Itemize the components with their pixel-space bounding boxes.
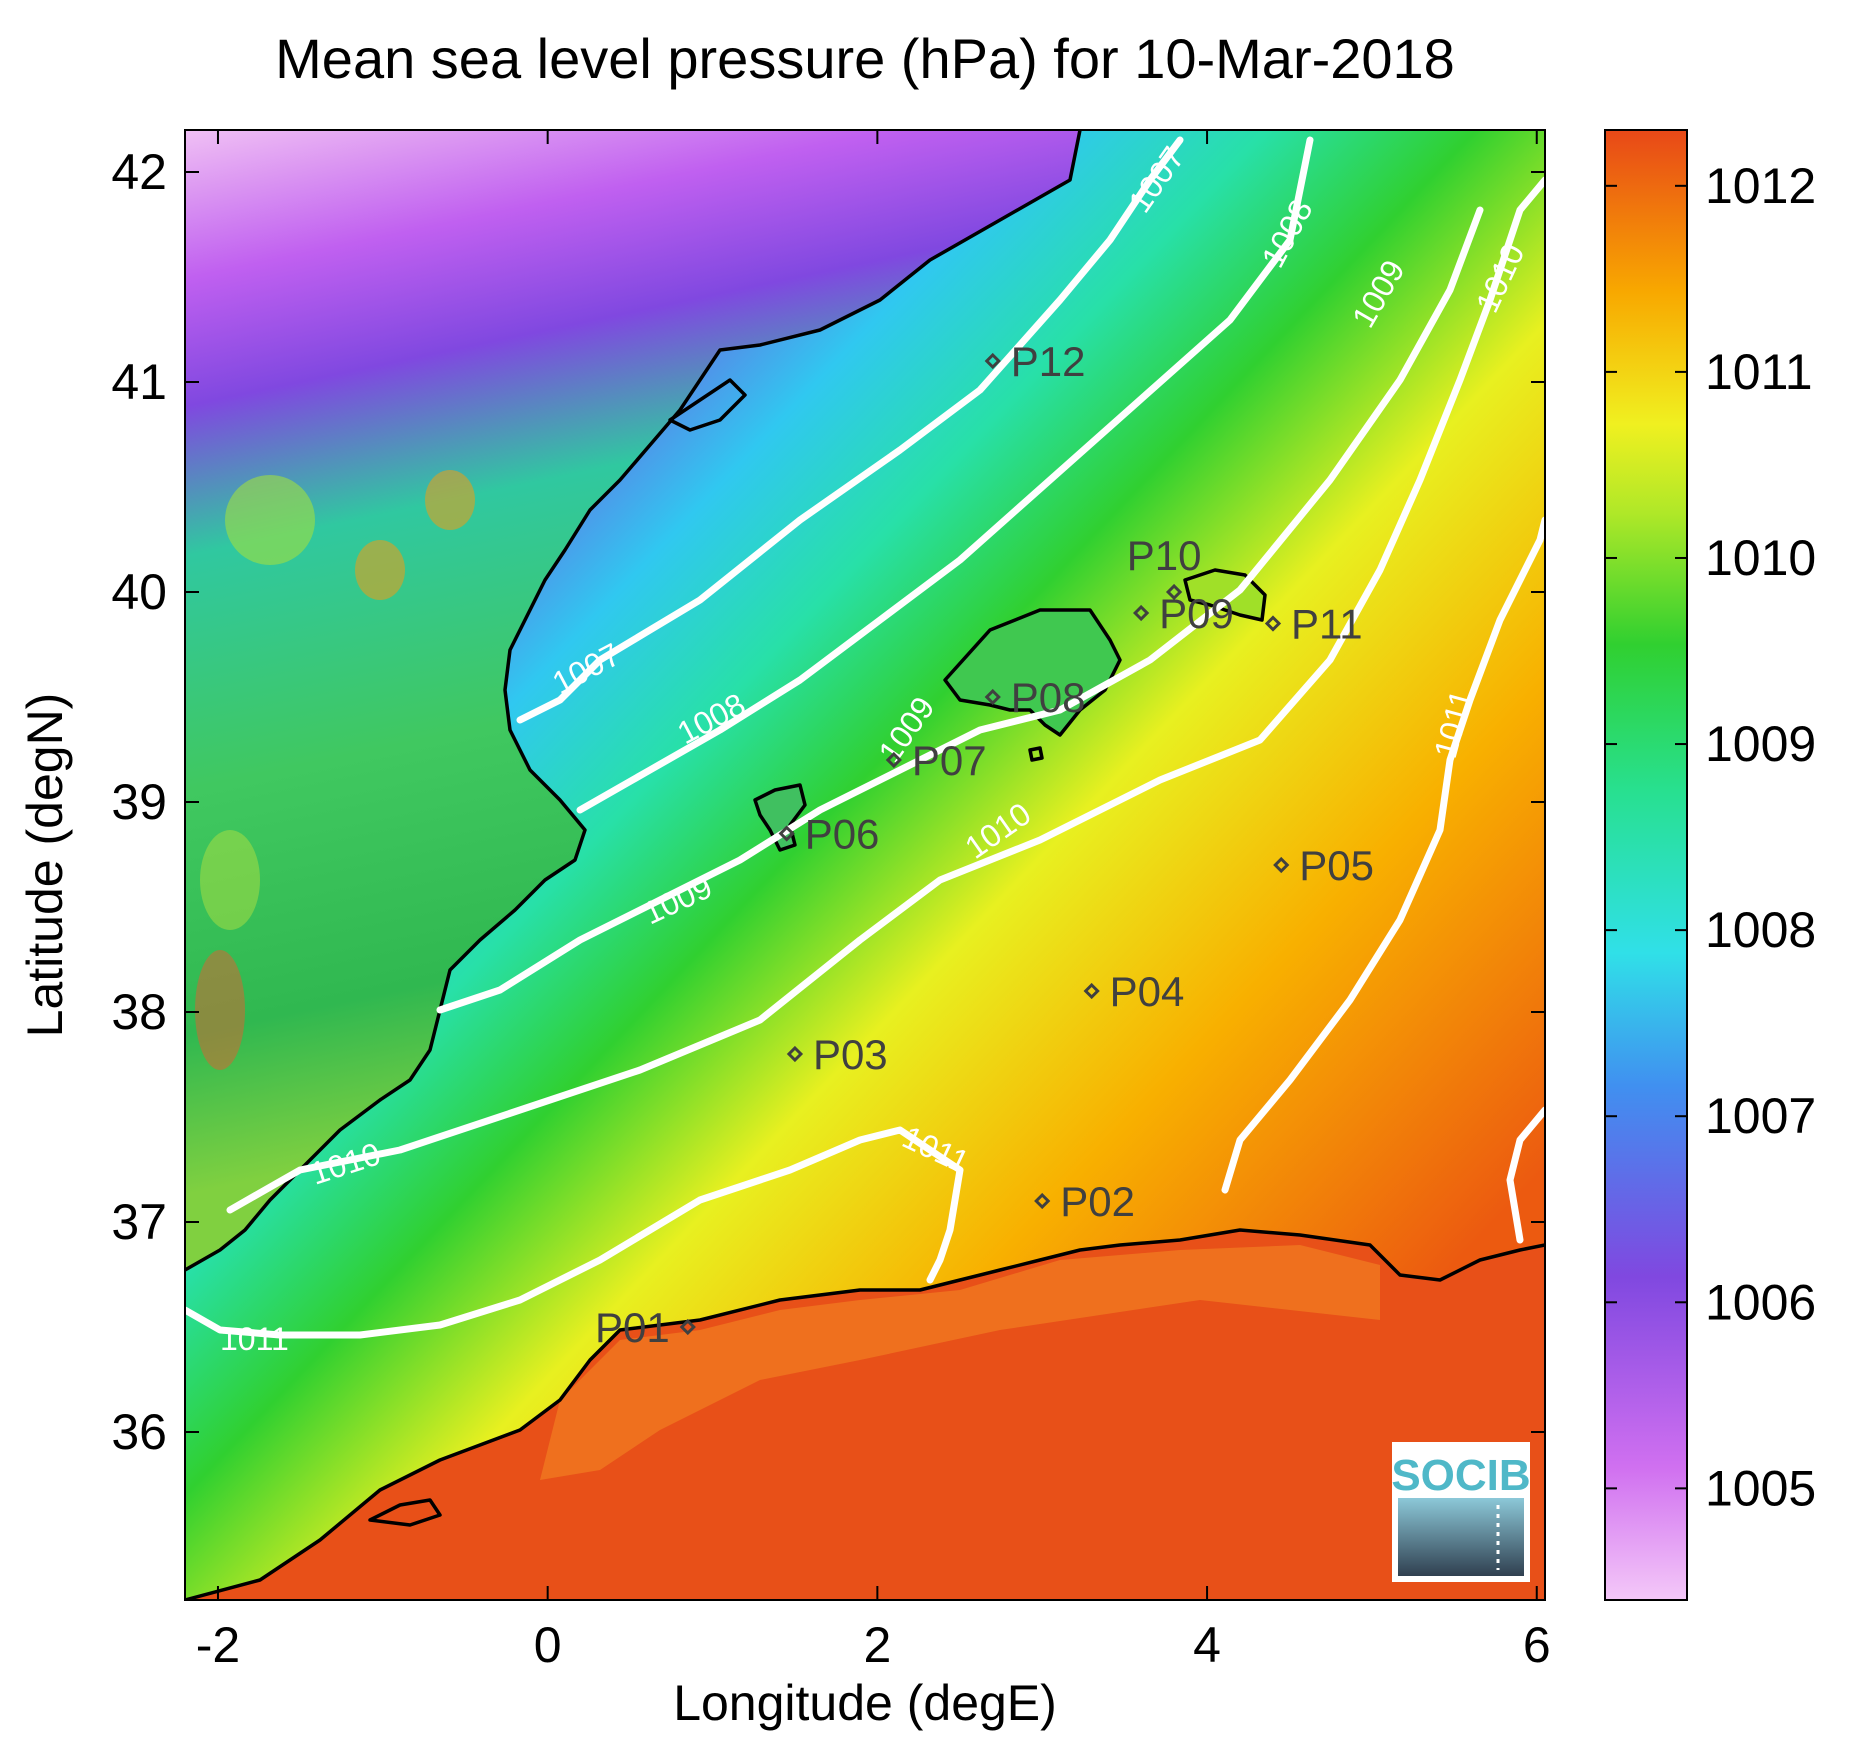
menorca-coastline [1183, 568, 1267, 622]
station-label: P10 [1127, 532, 1202, 579]
alboran-island-coastline [368, 1498, 442, 1527]
africa-land-fringe [540, 1245, 1380, 1480]
station-marker [1083, 982, 1100, 1000]
station-label: P02 [1060, 1178, 1135, 1225]
colorbar-tick-label: 1010 [1705, 530, 1816, 586]
colorbar-tick-label: 1011 [1705, 344, 1813, 400]
iberia-land-region [185, 130, 1080, 1270]
station-marker [1132, 604, 1150, 622]
contour-label: 1011 [220, 1321, 289, 1357]
colorbar-tick-label: 1009 [1705, 716, 1816, 772]
station-marker [1273, 856, 1290, 874]
x-axis-ticks: -2 0 2 4 6 [196, 130, 1551, 1673]
station-label: P07 [912, 737, 987, 784]
land-highlight [425, 470, 475, 530]
chart-title: Mean sea level pressure (hPa) for 10-Mar… [275, 27, 1455, 90]
station-marker [1165, 583, 1183, 601]
colorbar-tick-label: 1005 [1705, 1460, 1816, 1516]
station-marker [984, 352, 1001, 370]
colorbar-tick-label: 1012 [1705, 158, 1816, 214]
land-highlight [200, 830, 260, 930]
y-tick-label: 38 [111, 984, 167, 1040]
y-axis-label: Latitude (degN) [17, 693, 73, 1038]
station-label: P05 [1299, 842, 1374, 889]
station-label: P09 [1159, 590, 1234, 637]
colorbar-tick-label: 1007 [1705, 1088, 1816, 1144]
x-tick-label: 0 [534, 1617, 562, 1673]
contour-1011-east [1221, 516, 1545, 1194]
station-label: P01 [595, 1304, 670, 1351]
station-label: P04 [1110, 968, 1185, 1015]
y-tick-label: 40 [111, 564, 167, 620]
y-tick-label: 42 [111, 144, 167, 200]
colorbar-tick-label: 1008 [1705, 902, 1816, 958]
colorbar-ticks: 1005 1006 1007 1008 1009 1010 1011 1012 [1605, 158, 1816, 1516]
colorbar-gradient [1604, 129, 1688, 1601]
land-highlight [195, 950, 245, 1070]
station-marker [786, 1045, 804, 1063]
station-markers: P01 P02 P03 P04 P05 P06 P07 P08 P09 P10 P11 P12 [595, 338, 1374, 1351]
y-axis-ticks: 36 37 38 39 40 41 42 [111, 144, 1545, 1460]
ibiza-land [755, 785, 805, 850]
station-marker [778, 825, 795, 842]
x-tick-label: 6 [1523, 1617, 1551, 1673]
contour-1010 [226, 176, 1545, 1214]
station-marker [1264, 615, 1282, 632]
x-tick-label: -2 [196, 1617, 240, 1673]
contour-1008 [576, 136, 1314, 814]
x-tick-label: 2 [863, 1617, 891, 1673]
colorbar-tick-label: 1006 [1705, 1274, 1816, 1330]
plot-area: 1007 1007 1008 1008 1009 1009 1009 1010 … [185, 130, 1545, 1600]
station-label: P08 [1011, 674, 1086, 721]
contour-1011-corner [1506, 1106, 1545, 1244]
station-label: P03 [813, 1031, 888, 1078]
land-highlight [225, 475, 315, 565]
station-marker [679, 1318, 696, 1336]
land-highlight [355, 540, 405, 600]
africa-land-region [185, 1230, 1545, 1600]
colorbar: 1005 1006 1007 1008 1009 1010 1011 1012 [1604, 129, 1816, 1601]
station-label: P12 [1011, 338, 1086, 385]
contour-1011-west [185, 1126, 964, 1339]
y-tick-label: 37 [111, 1194, 167, 1250]
station-marker [1034, 1192, 1051, 1210]
contour-1007 [516, 136, 1184, 724]
mallorca-coastline [943, 608, 1122, 737]
station-marker [984, 688, 1001, 706]
ebro-delta-coastline [668, 378, 747, 432]
contour-1009 [436, 206, 1484, 1014]
socib-logo-text: SOCIB [1391, 1451, 1530, 1500]
y-tick-label: 41 [111, 354, 167, 410]
station-label: P06 [805, 811, 880, 858]
x-tick-label: 4 [1193, 1617, 1221, 1673]
y-tick-label: 36 [111, 1404, 167, 1460]
station-label: P11 [1291, 601, 1363, 648]
contour-lines [185, 136, 1545, 1339]
station-marker [885, 751, 902, 769]
x-axis-label: Longitude (degE) [673, 1675, 1057, 1731]
africa-coastline [185, 1228, 1545, 1600]
plot-frame [184, 129, 1546, 1601]
iberia-coastline [185, 130, 1082, 1272]
y-tick-label: 39 [111, 774, 167, 830]
socib-logo: SOCIB [1391, 1442, 1531, 1582]
cabrera-coastline [1028, 746, 1044, 762]
